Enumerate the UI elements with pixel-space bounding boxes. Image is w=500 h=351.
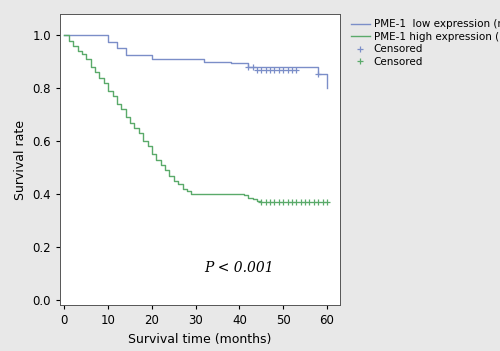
Point [296,199,304,205]
Point [266,67,274,72]
Point [257,67,265,72]
Point [275,199,283,205]
Point [301,199,309,205]
Point [284,67,292,72]
Point [318,199,326,205]
X-axis label: Survival time (months): Survival time (months) [128,333,272,346]
Point [244,64,252,70]
Point [248,64,256,70]
Point [253,67,261,72]
Point [262,67,270,72]
Point [323,199,331,205]
Point [306,199,314,205]
Point [270,67,278,72]
Y-axis label: Survival rate: Survival rate [14,120,27,200]
Point [310,199,318,205]
Point [257,199,265,205]
Point [292,67,300,72]
Point [279,199,287,205]
Point [266,199,274,205]
Point [292,199,300,205]
Text: P < 0.001: P < 0.001 [204,261,274,275]
Point [270,199,278,205]
Point [288,199,296,205]
Point [284,199,292,205]
Point [275,67,283,72]
Point [314,199,322,205]
Point [288,67,296,72]
Point [314,71,322,77]
Point [279,67,287,72]
Legend: PME-1  low expression (n=41), PME-1 high expression (n=54), Censored, Censored: PME-1 low expression (n=41), PME-1 high … [351,19,500,67]
Point [262,199,270,205]
